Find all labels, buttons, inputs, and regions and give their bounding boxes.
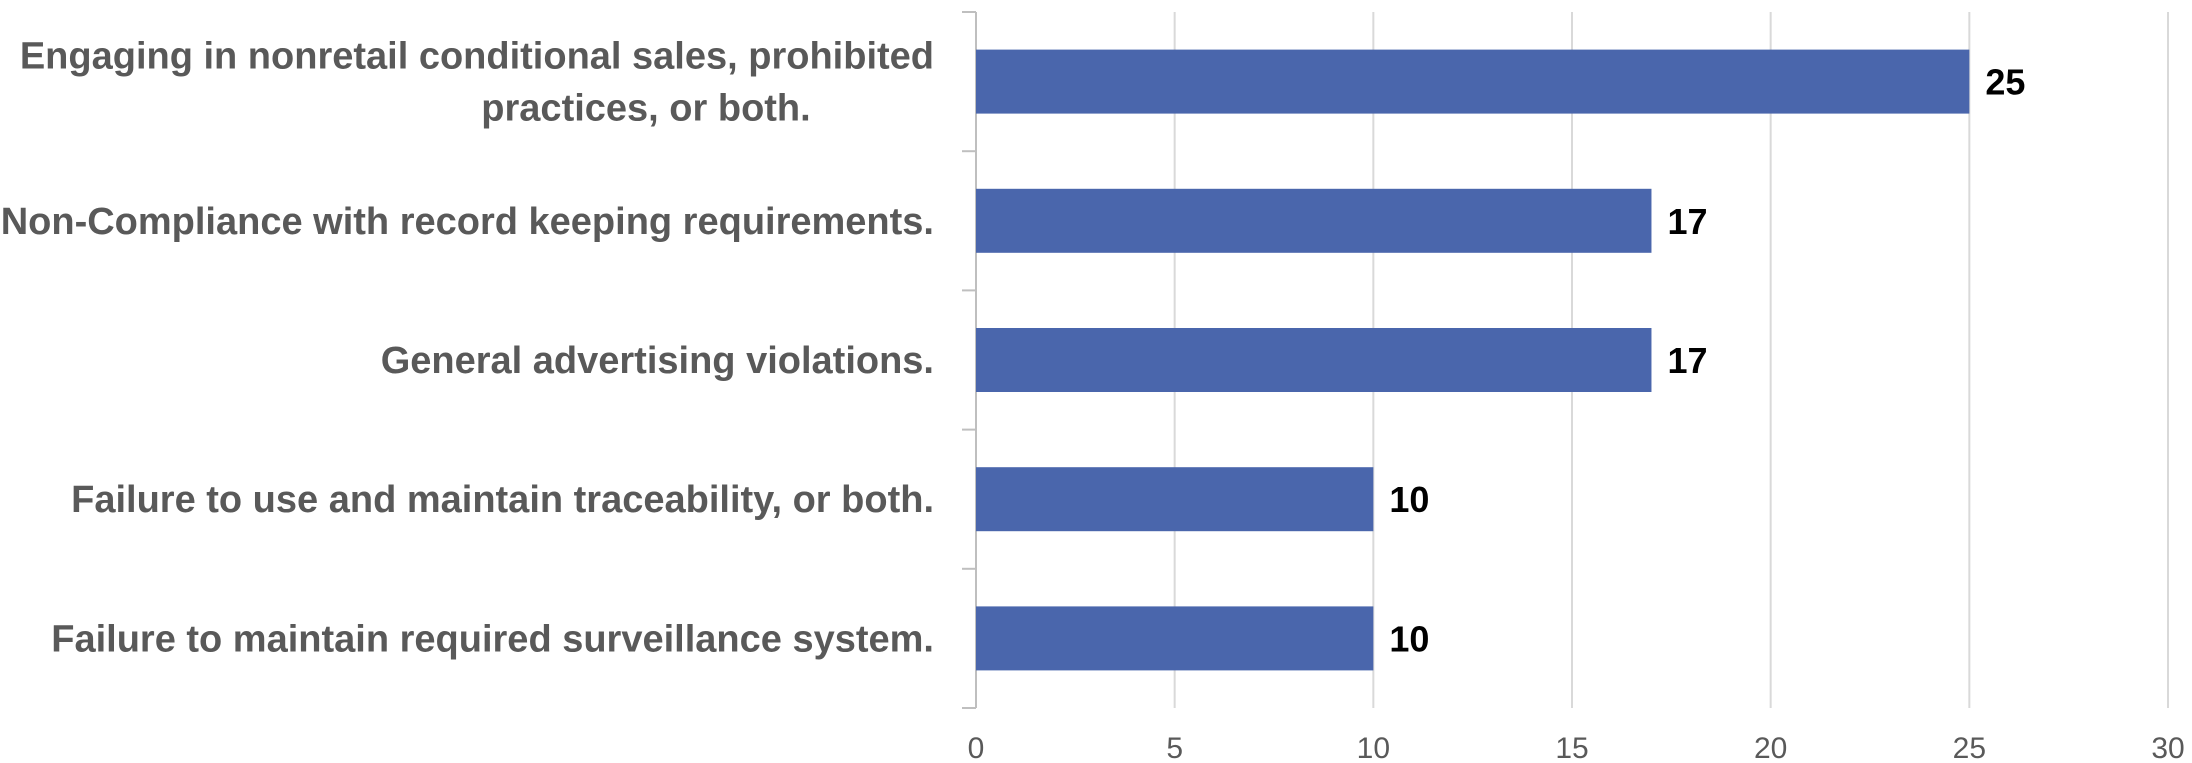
x-tick-label: 15 bbox=[1555, 732, 1588, 763]
category-label: Failure to use and maintain traceability… bbox=[71, 479, 934, 521]
data-labels: 25 17 17 10 10 bbox=[1389, 62, 2025, 660]
x-tick-label: 5 bbox=[1166, 732, 1183, 763]
x-tick-label: 30 bbox=[2151, 732, 2184, 763]
x-axis-tick-labels: 0 5 10 15 20 25 30 bbox=[968, 732, 2185, 763]
bar bbox=[976, 328, 1652, 392]
bar bbox=[976, 606, 1374, 671]
category-label: Non-Compliance with record keeping requi… bbox=[1, 201, 934, 243]
category-label: General advertising violations. bbox=[381, 340, 934, 382]
data-label: 10 bbox=[1389, 618, 1429, 659]
category-label-line: Failure to use and maintain traceability… bbox=[71, 479, 934, 521]
y-axis bbox=[962, 11, 977, 709]
category-label: Failure to maintain required surveillanc… bbox=[51, 618, 934, 660]
bar bbox=[976, 188, 1652, 253]
data-label: 17 bbox=[1667, 340, 1707, 381]
bar bbox=[976, 49, 1970, 114]
data-label: 10 bbox=[1389, 479, 1429, 520]
x-tick-label: 0 bbox=[968, 732, 985, 763]
x-tick-label: 25 bbox=[1953, 732, 1986, 763]
category-label: Engaging in nonretail conditional sales,… bbox=[20, 36, 934, 130]
category-labels: Engaging in nonretail conditional sales,… bbox=[1, 36, 934, 661]
category-label-line: Non-Compliance with record keeping requi… bbox=[1, 201, 934, 243]
x-tick-label: 20 bbox=[1754, 732, 1787, 763]
category-label-line: practices, or both. bbox=[481, 88, 810, 130]
category-label-line: Failure to maintain required surveillanc… bbox=[51, 618, 934, 660]
category-label-line: Engaging in nonretail conditional sales,… bbox=[20, 36, 934, 78]
category-label-line: General advertising violations. bbox=[381, 340, 934, 382]
data-label: 17 bbox=[1667, 201, 1707, 242]
x-tick-label: 10 bbox=[1357, 732, 1390, 763]
bar bbox=[976, 467, 1374, 532]
data-label: 25 bbox=[1985, 62, 2025, 103]
bars bbox=[976, 49, 1970, 671]
